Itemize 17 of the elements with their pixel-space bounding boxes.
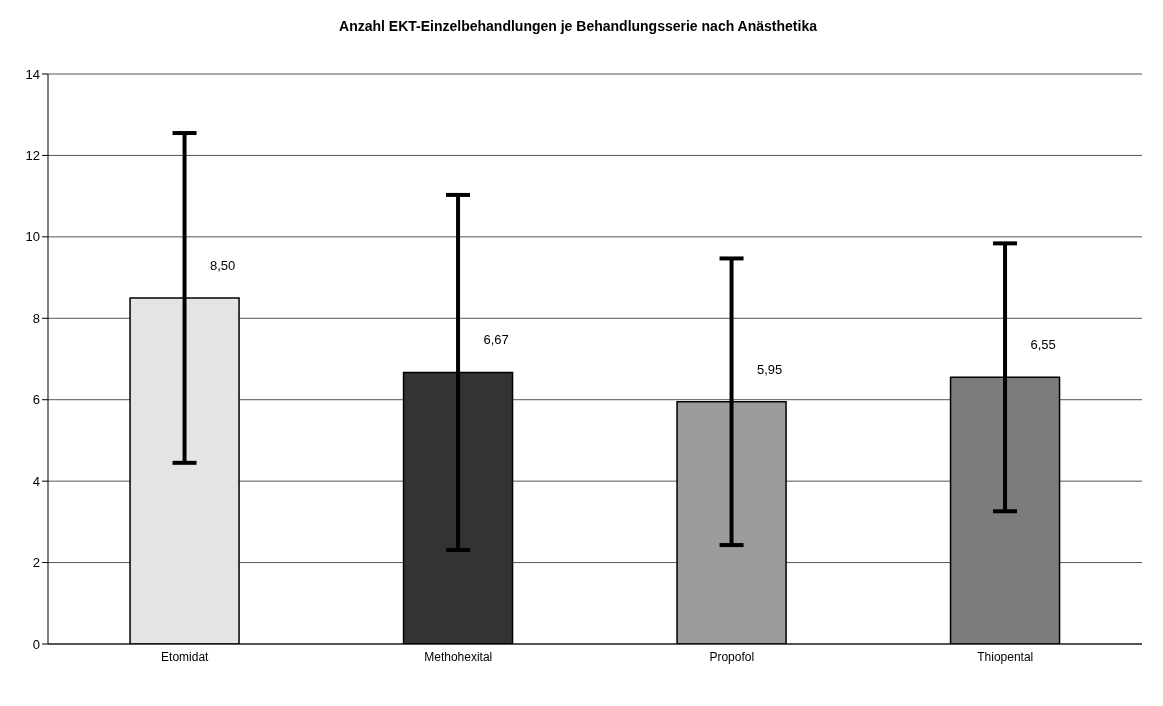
y-tick-label: 10 bbox=[25, 229, 40, 245]
chart-title: Anzahl EKT-Einzelbehandlungen je Behandlungsserie nach Anästhetika bbox=[338, 18, 818, 34]
data-label: 6,55 bbox=[1030, 337, 1056, 353]
y-tick-label: 4 bbox=[32, 473, 40, 489]
data-label: 8,50 bbox=[210, 257, 236, 273]
y-tick-label: 6 bbox=[32, 392, 40, 408]
y-tick-label: 8 bbox=[32, 310, 40, 326]
y-tick-label: 14 bbox=[25, 66, 40, 82]
x-tick-label: Methohexital bbox=[424, 649, 493, 664]
data-label: 5,95 bbox=[757, 361, 783, 377]
data-label: 6,67 bbox=[483, 332, 509, 348]
x-tick-label: Propofol bbox=[709, 649, 755, 664]
x-tick-label: Etomidat bbox=[161, 649, 210, 664]
y-tick-label: 12 bbox=[25, 148, 40, 164]
x-tick-label: Thiopental bbox=[977, 649, 1034, 664]
y-tick-label: 2 bbox=[32, 555, 40, 571]
y-tick-label: 0 bbox=[32, 636, 40, 652]
